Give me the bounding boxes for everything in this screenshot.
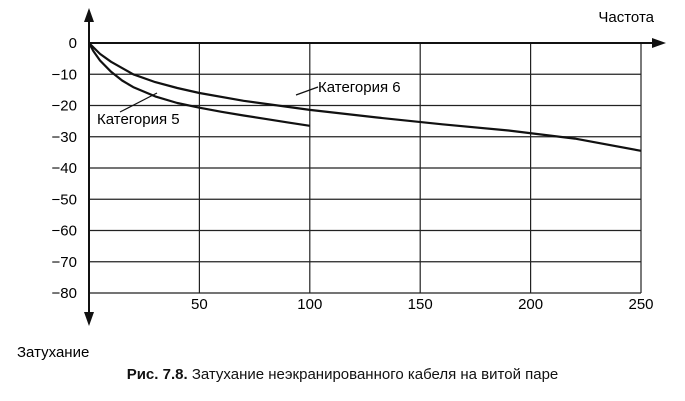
y-tick-label: −30 — [52, 129, 77, 146]
series-lines — [88, 42, 642, 152]
y-tick-label: −50 — [52, 191, 77, 208]
y-tick-label: −40 — [52, 160, 77, 177]
x-tick-label: 200 — [518, 296, 543, 313]
x-tick-label: 150 — [408, 296, 433, 313]
figure-caption: Рис. 7.8. Затухание неэкранированного ка… — [0, 366, 685, 383]
series-line-category-6 — [88, 42, 642, 152]
series-line-category-5 — [88, 42, 310, 127]
y-tick-label: −20 — [52, 98, 77, 115]
label-leader-category-6 — [295, 86, 319, 96]
y-axis-arrow-up — [84, 8, 94, 22]
axes — [84, 8, 666, 326]
series-labels: Категория 5 Категория 6 — [97, 79, 401, 128]
label-leader-category-5 — [119, 92, 158, 113]
series-label-category-5: Категория 5 — [97, 111, 180, 128]
y-tick-label: −80 — [52, 285, 77, 302]
caption-text: Затухание неэкранированного кабеля на ви… — [191, 366, 559, 383]
grid — [89, 43, 642, 294]
x-axis-label: Частота — [598, 9, 654, 26]
x-axis-arrow — [652, 38, 666, 48]
x-tick-label: 250 — [628, 296, 653, 313]
y-tick-label: −70 — [52, 254, 77, 271]
y-axis-arrow-down — [84, 312, 94, 326]
y-axis-label: Затухание — [17, 344, 89, 360]
series-label-category-6: Категория 6 — [318, 79, 401, 96]
y-tick-label: 0 — [69, 35, 77, 52]
x-tick-label: 50 — [191, 296, 208, 313]
caption-number: Рис. 7.8. — [126, 366, 188, 383]
y-tick-label: −10 — [52, 66, 77, 83]
ticks: 0 −10 −20 −30 −40 −50 −60 −70 −80 50 100 150 200 250 — [52, 35, 654, 313]
y-tick-label: −60 — [52, 223, 77, 240]
x-tick-label: 100 — [297, 296, 322, 313]
